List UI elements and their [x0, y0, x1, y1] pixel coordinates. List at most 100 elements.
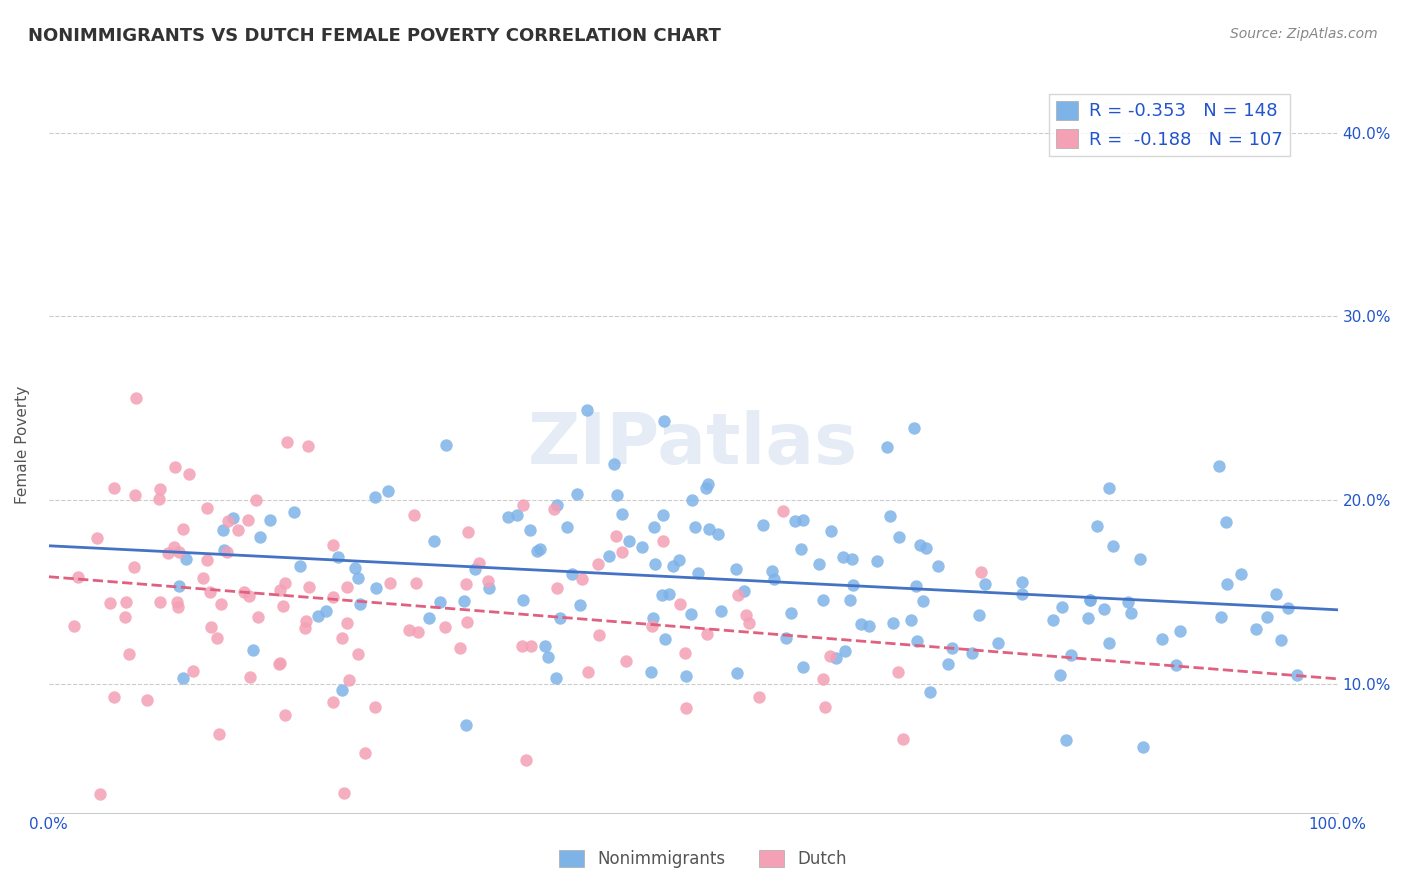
Point — [337, 673, 360, 688]
Point — [124, 488, 146, 502]
Point — [904, 579, 927, 593]
Point — [548, 611, 571, 625]
Point — [686, 566, 709, 581]
Point — [353, 746, 375, 760]
Point — [172, 522, 194, 536]
Point — [546, 498, 568, 512]
Text: ZIPatlas: ZIPatlas — [529, 410, 858, 480]
Point — [818, 649, 841, 664]
Point — [274, 708, 297, 723]
Point — [364, 582, 387, 596]
Point — [1097, 481, 1119, 495]
Point — [891, 732, 914, 747]
Point — [1264, 587, 1286, 601]
Point — [512, 592, 534, 607]
Point — [1011, 586, 1033, 600]
Point — [249, 530, 271, 544]
Point — [496, 510, 519, 524]
Point — [418, 610, 440, 624]
Point — [586, 558, 609, 572]
Point — [1286, 667, 1309, 681]
Point — [969, 608, 991, 623]
Point — [606, 488, 628, 502]
Point — [406, 625, 429, 640]
Point — [761, 564, 783, 578]
Point — [630, 541, 652, 555]
Point — [125, 391, 148, 405]
Point — [195, 501, 218, 516]
Point — [1256, 610, 1278, 624]
Point — [727, 588, 749, 602]
Point — [103, 690, 125, 704]
Point — [938, 657, 960, 671]
Point — [652, 508, 675, 522]
Point — [987, 635, 1010, 649]
Point — [610, 545, 633, 559]
Legend: R = -0.353   N = 148, R =  -0.188   N = 107: R = -0.353 N = 148, R = -0.188 N = 107 — [1049, 94, 1289, 156]
Point — [725, 666, 748, 681]
Point — [405, 576, 427, 591]
Point — [725, 562, 748, 576]
Point — [515, 753, 537, 767]
Point — [903, 421, 925, 435]
Point — [315, 604, 337, 618]
Point — [200, 620, 222, 634]
Point — [166, 600, 188, 615]
Point — [889, 530, 911, 544]
Point — [114, 595, 136, 609]
Point — [297, 439, 319, 453]
Point — [772, 504, 794, 518]
Point — [246, 610, 269, 624]
Point — [295, 614, 318, 628]
Point — [1092, 602, 1115, 616]
Point — [222, 510, 245, 524]
Point — [941, 641, 963, 656]
Point — [269, 582, 291, 597]
Point — [814, 700, 837, 714]
Point — [783, 515, 806, 529]
Point — [200, 584, 222, 599]
Point — [1098, 635, 1121, 649]
Point — [1056, 733, 1078, 747]
Point — [915, 541, 938, 555]
Point — [640, 665, 662, 679]
Point — [347, 571, 370, 585]
Point — [506, 508, 529, 522]
Point — [298, 581, 321, 595]
Point — [183, 664, 205, 678]
Point — [349, 598, 371, 612]
Point — [675, 668, 697, 682]
Point — [697, 477, 720, 491]
Point — [675, 701, 697, 715]
Point — [86, 531, 108, 545]
Point — [283, 505, 305, 519]
Point — [807, 558, 830, 572]
Point — [510, 639, 533, 653]
Point — [831, 549, 853, 564]
Point — [775, 632, 797, 646]
Point — [696, 627, 718, 641]
Point — [136, 692, 159, 706]
Point — [695, 481, 717, 495]
Point — [697, 522, 720, 536]
Point — [737, 615, 759, 630]
Point — [748, 690, 770, 704]
Point — [207, 727, 229, 741]
Point — [970, 565, 993, 579]
Point — [1277, 601, 1299, 615]
Point — [1170, 624, 1192, 638]
Point — [98, 596, 121, 610]
Point — [1085, 519, 1108, 533]
Point — [174, 552, 197, 566]
Point — [454, 718, 477, 732]
Point — [344, 560, 367, 574]
Point — [643, 611, 665, 625]
Point — [378, 575, 401, 590]
Point — [195, 553, 218, 567]
Point — [477, 574, 499, 589]
Point — [242, 643, 264, 657]
Point — [960, 647, 983, 661]
Point — [167, 579, 190, 593]
Point — [267, 657, 290, 671]
Point — [576, 665, 599, 679]
